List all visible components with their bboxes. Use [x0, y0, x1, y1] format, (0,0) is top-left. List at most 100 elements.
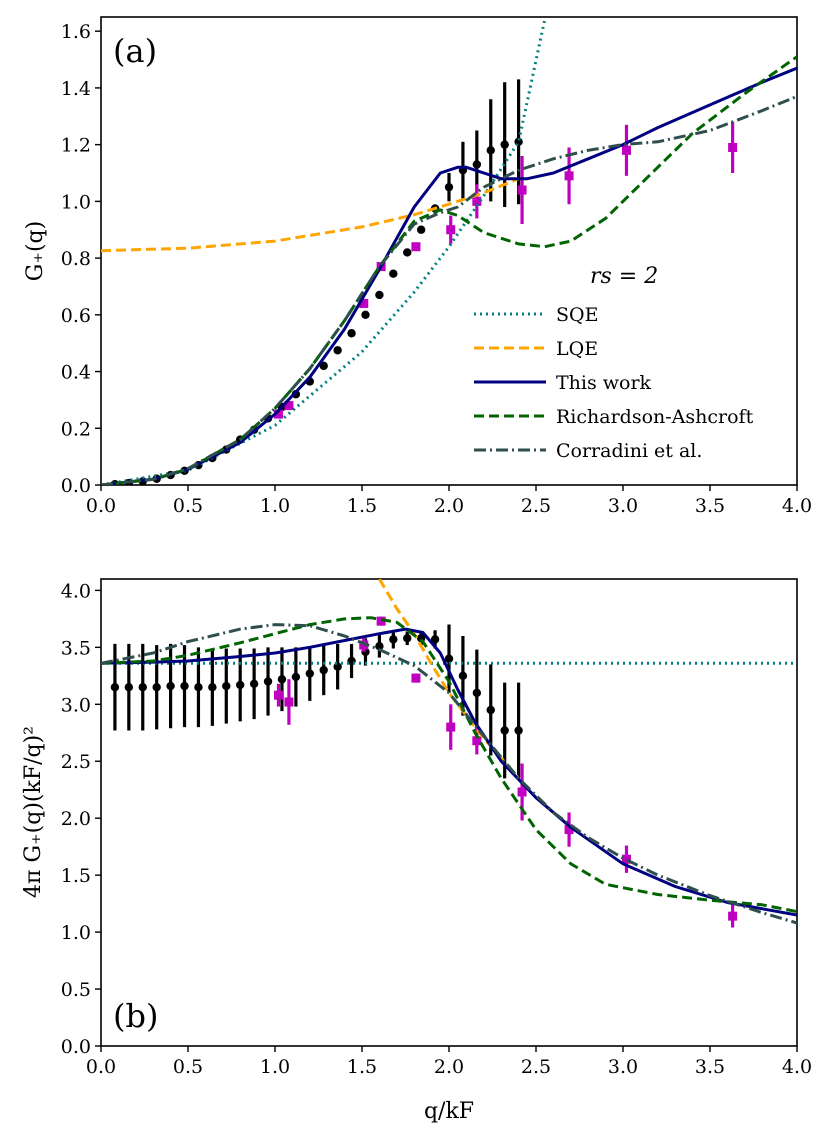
panel-a-series-lqe [101, 177, 520, 253]
panel-a-ytick-label: 0.8 [61, 248, 91, 270]
panel-b-magenta-point [446, 722, 456, 732]
panel-b-xtick-label: 2.5 [521, 1056, 551, 1078]
panel-a-xtick-label: 3.5 [695, 495, 725, 517]
panel-b-series-group [101, 579, 797, 928]
panel-a-xtick-label: 2.0 [434, 495, 464, 517]
panel-b-xtick-label: 1.0 [260, 1056, 290, 1078]
panel-b-black-point [458, 671, 468, 681]
panel-b-magenta-point [621, 854, 631, 864]
panel-a-black-point [500, 140, 509, 149]
legend: rs = 2 SQE LQE This work Richardson-Ashc… [474, 264, 754, 462]
panel-a-black-point [319, 361, 328, 371]
panel-a-black-point [486, 146, 495, 155]
panel-b-black-point [305, 669, 314, 678]
panel-b-black-point [389, 635, 398, 644]
panel-a-series-corradini-et-al [101, 95, 797, 485]
panel-b-black-point [249, 679, 259, 688]
panel-b-ytick-label: 0.0 [61, 1036, 91, 1058]
panel-a-magenta-point [446, 225, 456, 235]
panel-b-magenta-point [411, 673, 421, 683]
legend-lqe-label: LQE [556, 338, 598, 360]
panel-a-xtick-label: 1.0 [260, 495, 290, 517]
panel-a-ytick-label: 1.0 [61, 191, 91, 213]
panel-a-xtick-label: 4.0 [782, 495, 812, 517]
panel-b-black-point [514, 726, 523, 735]
panel-b: 0.0 0.5 1.0 1.5 2.0 2.5 3.0 3.5 4.0 0.0 0.5 1.0 1.5 2… [21, 578, 812, 1124]
panel-a-ytick-label: 0.4 [61, 362, 91, 384]
panel-a-black-point [472, 160, 482, 169]
panel-a-magenta-point [621, 145, 631, 155]
panel-b-magenta-point [517, 787, 527, 797]
panel-a-xtick-label: 3.0 [608, 495, 638, 517]
panel-b-xtick-label: 3.5 [695, 1056, 725, 1078]
panel-b-ytick-label: 0.5 [61, 979, 91, 1001]
panel-a-black-point [347, 329, 356, 338]
panel-b-black-point [403, 634, 412, 643]
panel-b-plot [101, 579, 797, 928]
panel-b-black-point [138, 683, 147, 692]
panel-a-ytick-label: 0.2 [61, 418, 91, 440]
panel-a-series-group [101, 19, 797, 485]
panel-b-xtick-label: 0.0 [86, 1056, 116, 1078]
panel-a-axes: 0.0 0.5 1.0 1.5 2.0 2.5 3.0 3.5 4.0 0.0 0.2 0.4 0.6 0… [61, 21, 812, 517]
panel-a-magenta-point [411, 242, 421, 252]
panel-a-black-point [403, 248, 412, 257]
panel-b-magenta-point [472, 736, 482, 746]
panel-a-ytick-label: 0.0 [61, 475, 91, 497]
panel-b-black-point [194, 683, 203, 692]
panel-b-black-point [222, 681, 231, 691]
legend-sqe-label: SQE [556, 304, 598, 326]
panel-b-magenta-point [728, 911, 738, 921]
panel-a-magenta-point [273, 409, 283, 419]
panel-b-xtick-label: 1.5 [347, 1056, 377, 1078]
panel-a-label: (a) [113, 32, 157, 70]
panel-b-black-point [236, 680, 245, 690]
panel-a-xtick-label: 0.5 [173, 495, 203, 517]
panel-b-xtick-label: 0.5 [173, 1056, 203, 1078]
panel-b-black-point [430, 635, 440, 644]
panel-b-black-point [500, 726, 509, 735]
panel-b-ytick-label: 2.5 [61, 751, 91, 773]
panel-a: 0.0 0.5 1.0 1.5 2.0 2.5 3.0 3.5 4.0 0.0 0.2 0.4 0.6 0… [23, 16, 812, 517]
panel-b-black-point [444, 654, 454, 663]
panel-b-series-corradini-et-al [101, 623, 797, 925]
legend-title: rs = 2 [590, 264, 658, 289]
panel-b-ytick-label: 4.0 [61, 580, 91, 602]
panel-b-ytick-label: 1.0 [61, 922, 91, 944]
panel-a-ytick-label: 0.6 [61, 305, 91, 327]
panel-a-magenta-point [517, 185, 527, 195]
panel-a-xtick-label: 2.5 [521, 495, 551, 517]
panel-b-black-point [152, 683, 161, 692]
panel-b-xtick-label: 3.0 [608, 1056, 638, 1078]
panel-b-black-point [180, 681, 189, 691]
panel-a-black-point [444, 182, 454, 192]
panel-b-xlabel: q/kF [424, 1099, 474, 1124]
panel-b-black-point [277, 675, 287, 684]
legend-corradini-label: Corradini et al. [556, 440, 702, 462]
panel-a-plot [101, 19, 797, 485]
panel-a-series-this-work [101, 66, 797, 485]
panel-b-ytick-label: 3.0 [61, 694, 91, 716]
panel-a-magenta-point [564, 171, 574, 181]
panel-b-black-point [110, 683, 120, 692]
panel-b-ytick-label: 1.5 [61, 865, 91, 887]
panel-a-black-point [375, 290, 384, 300]
panel-b-magenta-point [376, 616, 386, 626]
panel-a-black-point [361, 310, 370, 320]
panel-b-label: (b) [113, 997, 158, 1035]
panel-b-series-this-work [101, 627, 797, 917]
panel-b-magenta-point [273, 690, 283, 700]
panel-b-black-point [319, 665, 328, 675]
panel-b-black-point [166, 681, 175, 691]
panel-b-black-point [333, 662, 342, 671]
legend-this-work-label: This work [556, 372, 652, 394]
panel-b-ytick-label: 2.0 [61, 808, 91, 830]
panel-a-ytick-label: 1.6 [61, 21, 91, 43]
panel-a-magenta-point [728, 142, 738, 152]
panel-a-ytick-label: 1.4 [61, 78, 91, 100]
panel-a-black-point [416, 225, 426, 234]
panel-b-ylabel: 4π G₊(q)(kF/q)² [21, 726, 46, 898]
panel-a-ylabel: G₊(q) [23, 221, 48, 281]
panel-b-black-point [472, 688, 482, 698]
